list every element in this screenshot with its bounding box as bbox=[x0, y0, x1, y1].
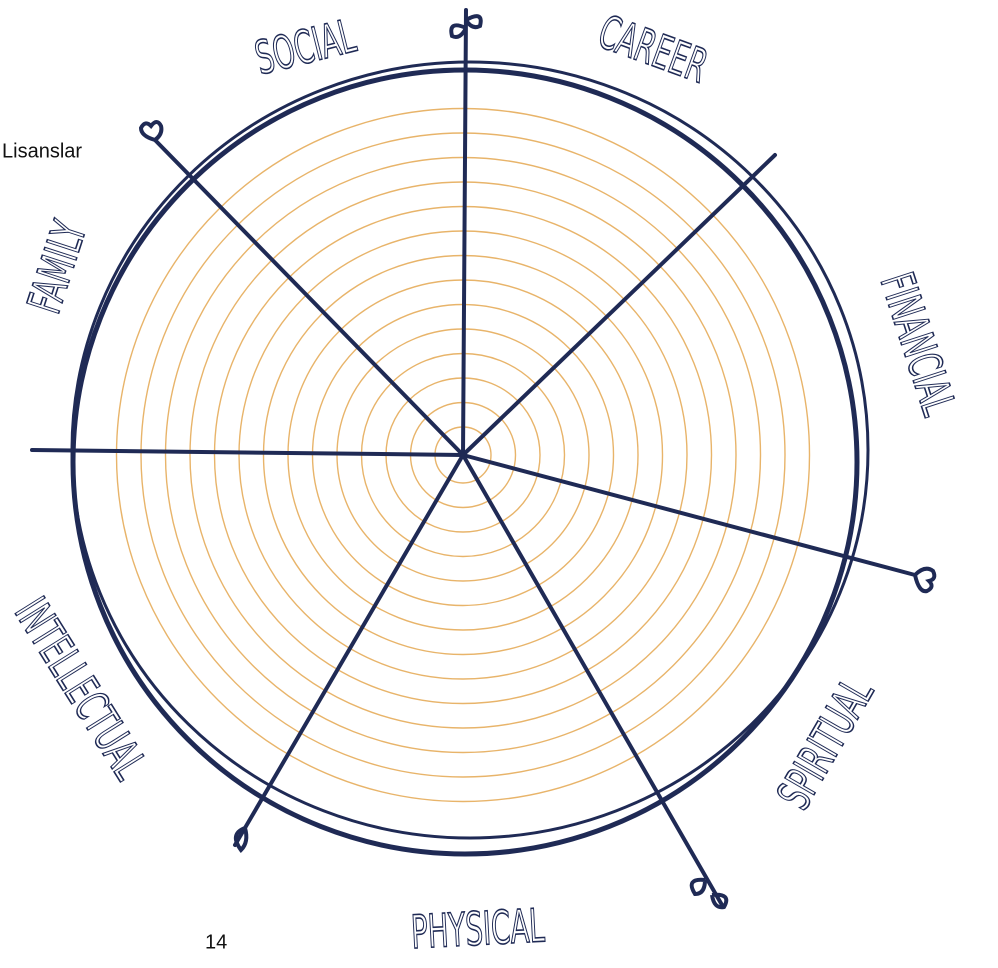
spoke bbox=[32, 450, 463, 455]
leaf bbox=[236, 828, 246, 850]
wheel-page: SOCIAL CAREER FINANCIAL SPIRITUAL PHYSIC… bbox=[0, 0, 998, 968]
spoke bbox=[155, 140, 463, 455]
licenses-link[interactable]: Lisanslar bbox=[2, 140, 82, 162]
page-number: 14 bbox=[205, 931, 227, 953]
heart bbox=[141, 122, 161, 140]
segment-label: FINANCIAL bbox=[870, 266, 966, 421]
segment-label: FAMILY bbox=[17, 214, 97, 319]
segment-label: SOCIAL bbox=[250, 9, 361, 85]
segment-label: INTELLECTUAL bbox=[4, 589, 156, 788]
spoke bbox=[235, 455, 463, 845]
heart bbox=[915, 569, 934, 591]
segment-label: CAREER bbox=[592, 5, 715, 93]
spoke bbox=[463, 155, 775, 455]
spoke bbox=[463, 10, 466, 455]
segment-label: PHYSICAL bbox=[410, 899, 546, 959]
